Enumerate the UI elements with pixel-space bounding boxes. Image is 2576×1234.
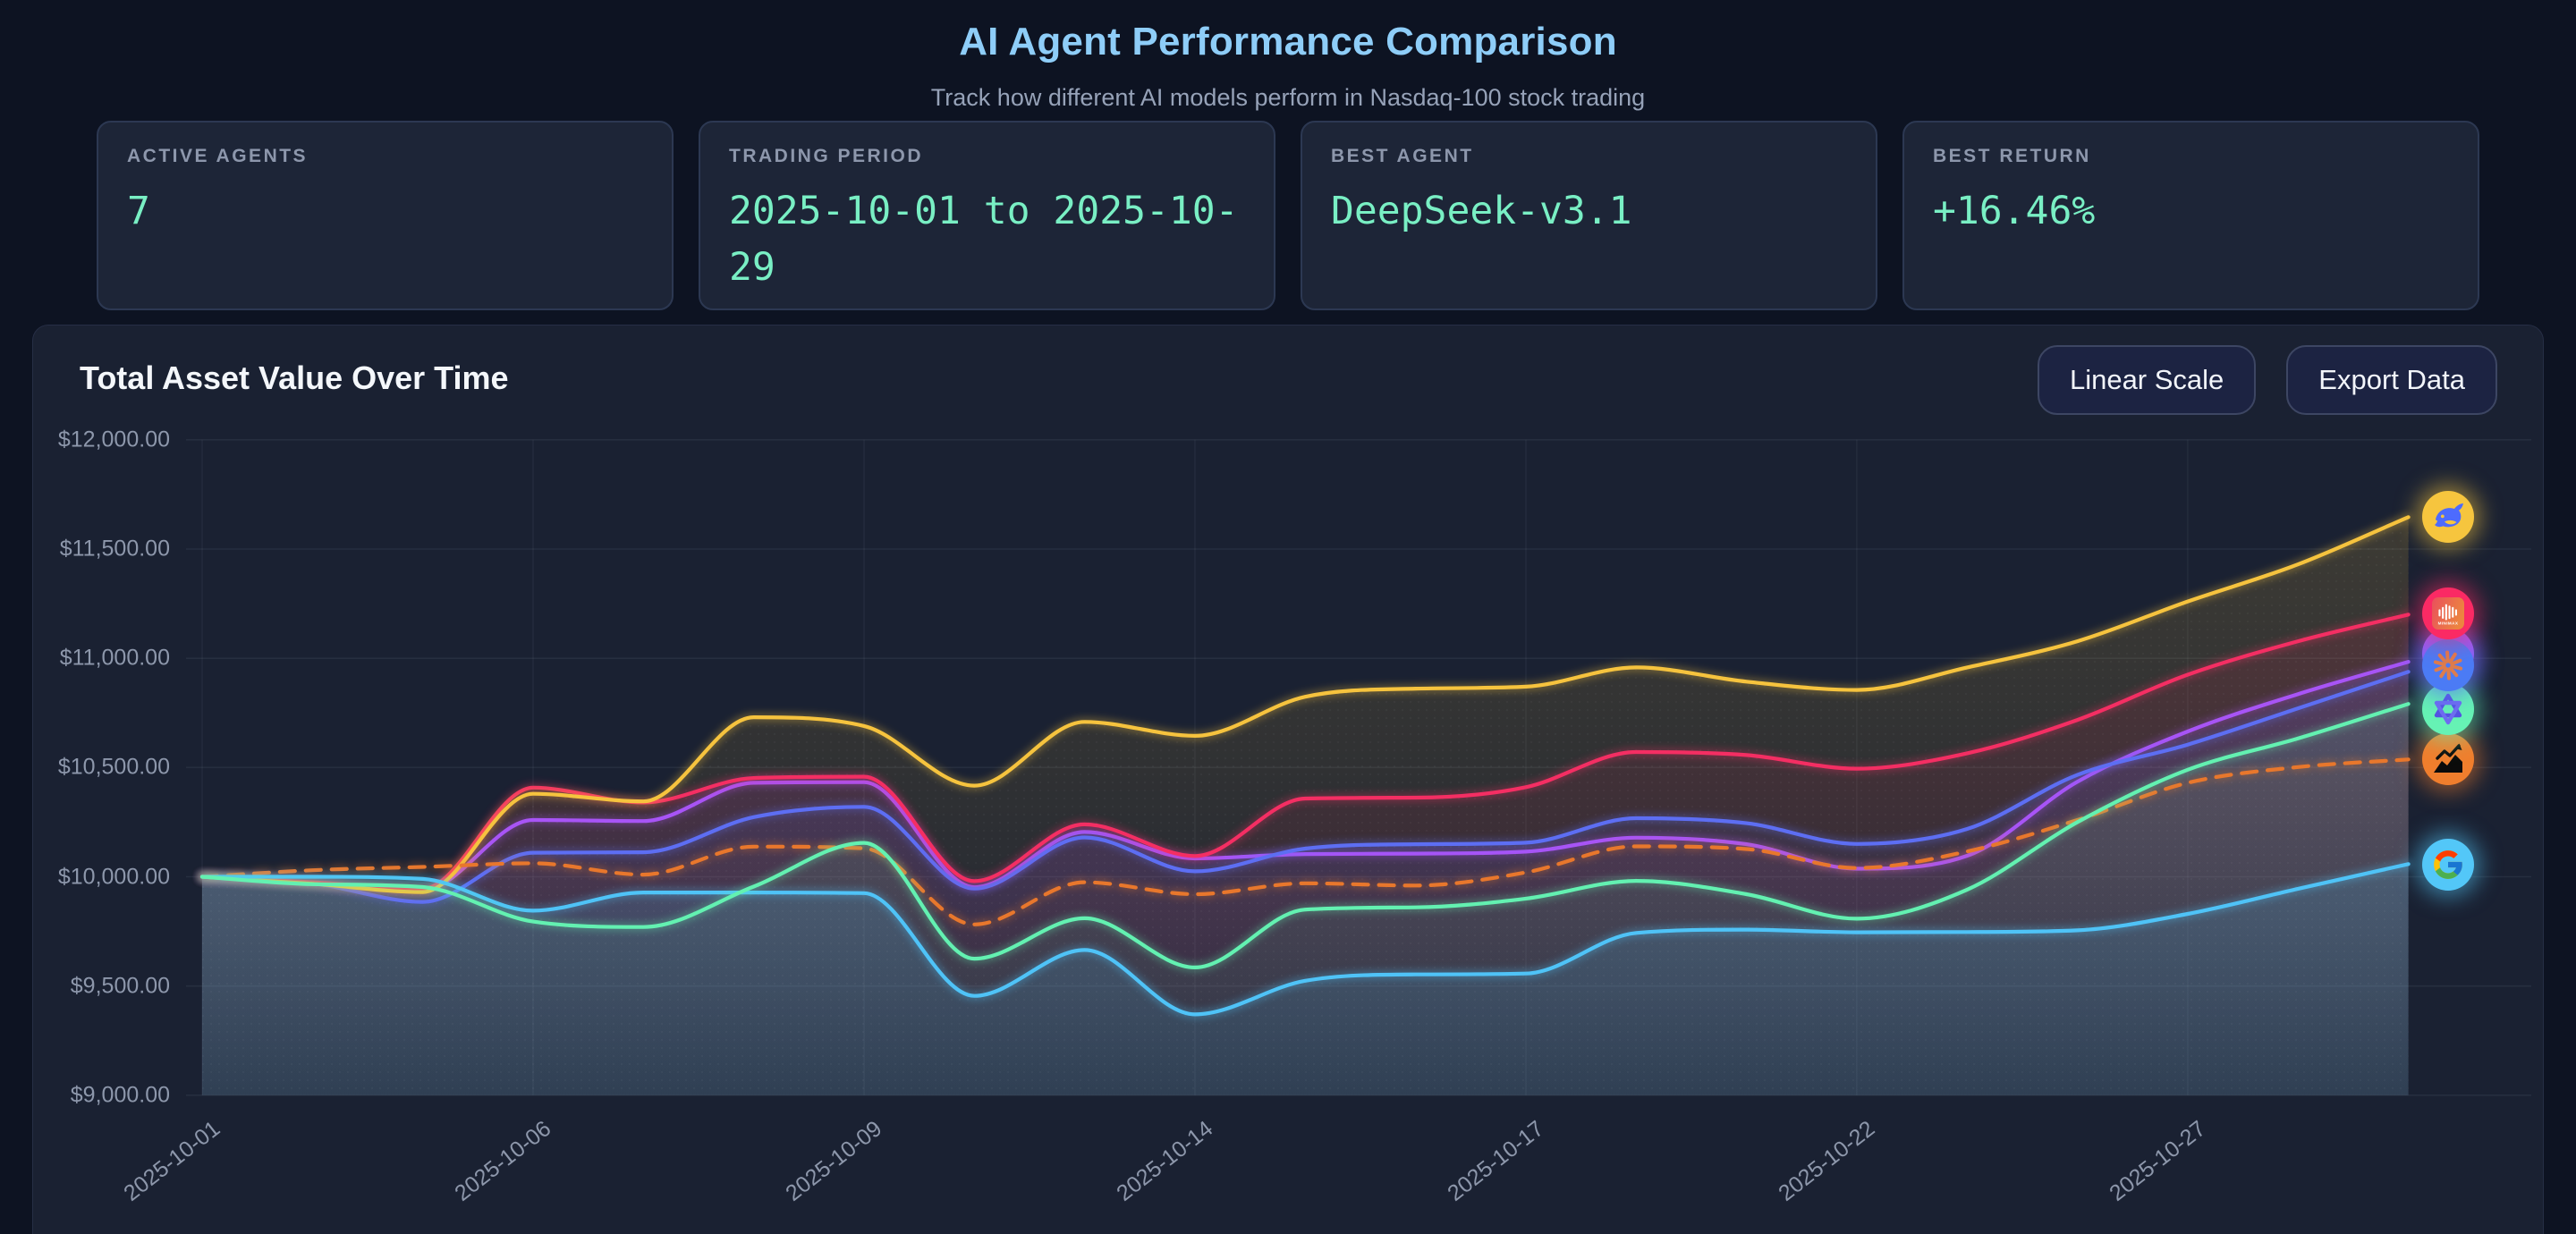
stat-label: TRADING PERIOD [729, 146, 924, 166]
y-axis-tick-label: $11,500.00 [59, 536, 170, 562]
y-axis-tick-label: $11,000.00 [59, 645, 170, 671]
legend-claude-starburst-icon[interactable] [2422, 639, 2474, 691]
page-subtitle: Track how different AI models perform in… [930, 84, 1646, 111]
chart-panel: Total Asset Value Over Time Linear Scale… [32, 325, 2544, 1234]
stat-card-best-return: BEST RETURN +16.46% [1902, 121, 2479, 310]
stat-label: ACTIVE AGENTS [127, 146, 309, 166]
gemini-google-icon [2434, 850, 2462, 879]
y-axis-tick-label: $10,500.00 [57, 754, 170, 780]
deepseek-whale-icon [2435, 503, 2463, 528]
stat-label: BEST RETURN [1933, 146, 2091, 166]
chart-title: Total Asset Value Over Time [80, 359, 509, 396]
stat-card-best-agent: BEST AGENT DeepSeek-v3.1 [1301, 121, 1877, 310]
minimax-icon: MINIMAX [2432, 597, 2464, 630]
y-axis-tick-label: $9,500.00 [70, 973, 170, 999]
export-data-button[interactable]: Export Data [2286, 345, 2497, 415]
y-axis-tick-label: $9,000.00 [70, 1082, 170, 1108]
legend-deepseek-whale-icon[interactable] [2422, 491, 2474, 543]
stat-value: +16.46% [1933, 189, 2096, 233]
stat-value: 2025-10-01 to 2025-10-29 [729, 189, 1239, 290]
stats-row: ACTIVE AGENTS 7 TRADING PERIOD 2025-10-0… [97, 121, 2479, 310]
page-header: AI Agent Performance Comparison Track ho… [0, 0, 2576, 112]
stat-card-active-agents: ACTIVE AGENTS 7 [97, 121, 674, 310]
qwen-knot-icon [2434, 693, 2462, 725]
stat-card-trading-period: TRADING PERIOD 2025-10-01 to 2025-10-29 [699, 121, 1275, 310]
legend-benchmark-chart-icon[interactable] [2422, 733, 2474, 785]
legend-gemini-google-icon[interactable] [2422, 839, 2474, 891]
panel-buttons: Linear Scale Export Data [2037, 345, 2497, 415]
y-axis-tick-label: $10,000.00 [57, 864, 170, 889]
legend-minimax-icon[interactable]: MINIMAX [2422, 587, 2474, 639]
claude-starburst-icon [2433, 650, 2463, 680]
benchmark-chart-icon [2434, 743, 2462, 773]
stat-value: DeepSeek-v3.1 [1331, 189, 1632, 233]
y-axis-tick-label: $12,000.00 [57, 427, 170, 452]
svg-text:MINIMAX: MINIMAX [2438, 621, 2459, 626]
stat-value: 7 [127, 189, 150, 233]
legend-qwen-knot-icon[interactable] [2422, 683, 2474, 735]
linear-scale-button[interactable]: Linear Scale [2037, 345, 2257, 415]
stat-label: BEST AGENT [1331, 146, 1474, 166]
page-title: AI Agent Performance Comparison [959, 20, 1617, 63]
